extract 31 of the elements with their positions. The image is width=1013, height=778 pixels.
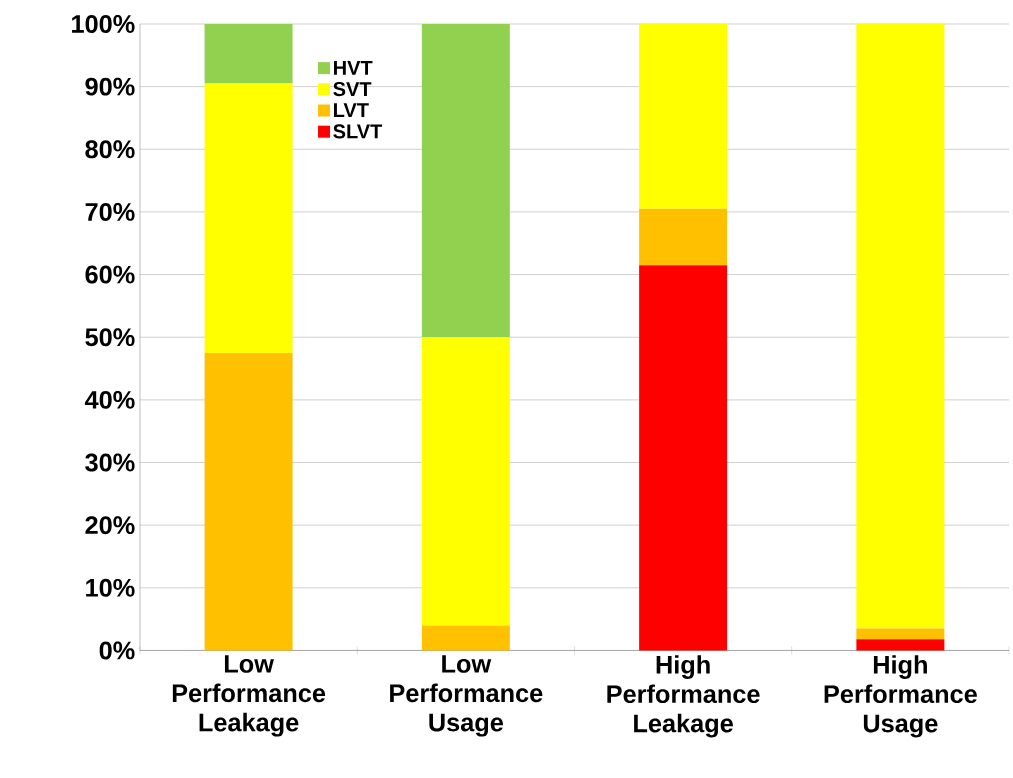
y-tick-label: 100%: [72, 14, 135, 33]
y-tick-label: 10%: [86, 578, 135, 597]
y-tick-label: 70%: [85, 202, 135, 221]
bar: [421, 23, 510, 338]
legend-label: HVT: [334, 60, 373, 75]
y-tick-label: 90%: [85, 77, 135, 96]
y-tick-label: 80%: [85, 140, 135, 159]
bar: [639, 208, 728, 265]
y-tick-label: 30%: [85, 453, 135, 472]
x-tick-label: High Performance Usage: [824, 654, 977, 738]
legend-label: LVT: [334, 103, 369, 117]
x-tick-label: Low Performance Usage: [390, 654, 543, 737]
bar: [421, 625, 510, 651]
bar: [204, 83, 293, 353]
bar: [639, 264, 728, 651]
y-tick-label: 50%: [85, 328, 135, 346]
x-tick-label: Low Performance Leakage: [172, 654, 326, 737]
y-tick-label: 20%: [85, 515, 135, 534]
bar: [856, 628, 945, 639]
y-tick-label: 60%: [85, 265, 135, 284]
bar: [204, 23, 293, 84]
bar: [639, 23, 728, 209]
bar: [856, 638, 945, 651]
bar: [204, 352, 293, 651]
x-tick-label: High Performance Leakage: [607, 654, 760, 738]
legend-label: SVT: [333, 81, 372, 96]
y-tick-label: 0%: [99, 641, 135, 660]
y-tick-label: 40%: [84, 390, 135, 409]
bar: [856, 23, 945, 629]
legend-label: SLVT: [333, 124, 383, 139]
bar: [421, 337, 510, 626]
